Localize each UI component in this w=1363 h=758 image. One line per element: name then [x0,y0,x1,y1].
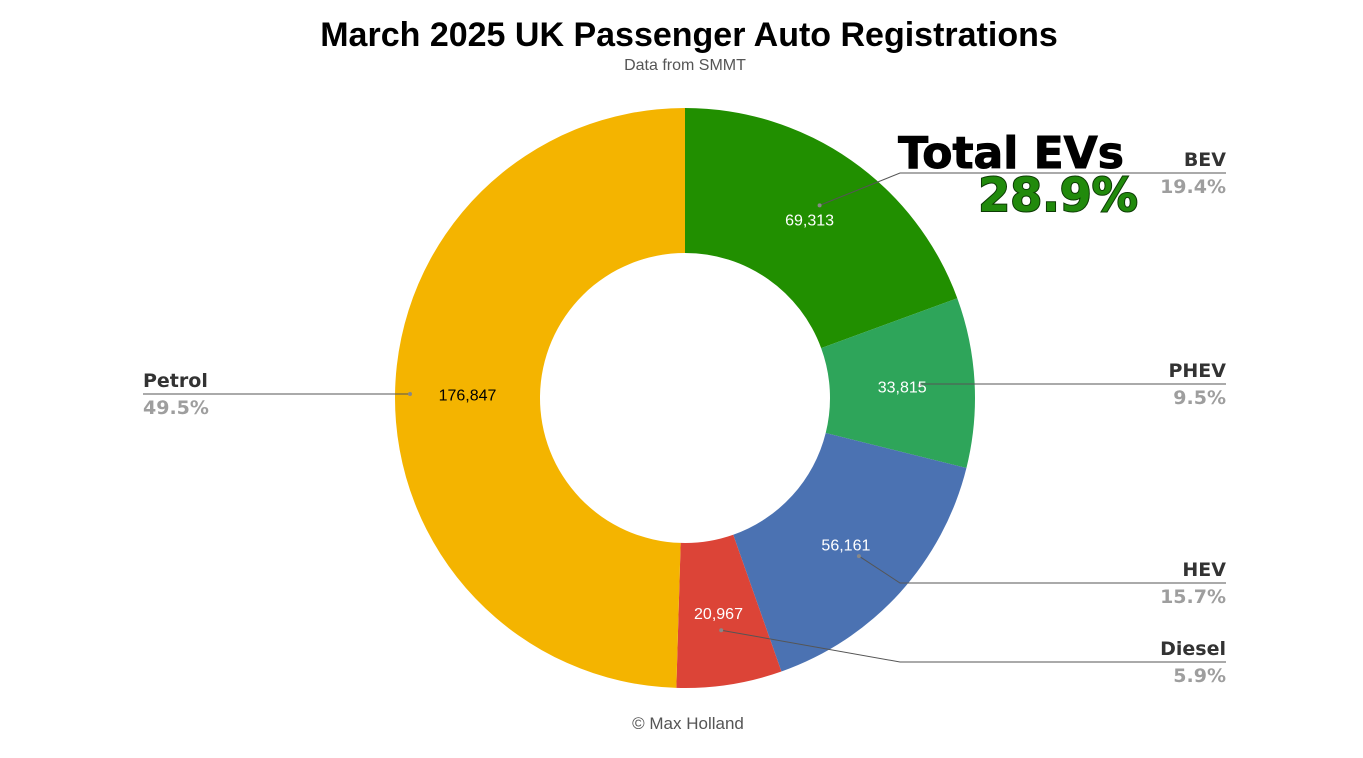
chart-title: March 2025 UK Passenger Auto Registratio… [320,16,1058,54]
legend-percent-hev: 15.7% [1160,586,1226,608]
leader-line-hev [858,555,1226,584]
slice-value-hev: 56,161 [821,537,870,554]
slice-value-labels: 69,313 33,815 56,161 20,967 176,847 [439,213,927,623]
leader-dot-diesel [719,628,724,633]
slice-value-diesel: 20,967 [694,606,743,623]
legend-percent-petrol: 49.5% [143,397,209,419]
slice-legend-labels: BEV 19.4% PHEV 9.5% HEV 15.7% Diesel 5.9% Petrol… [143,149,1226,687]
legend-percent-bev: 19.4% [1160,176,1226,198]
leader-line-diesel [721,629,1226,663]
leader-dot-phev [917,383,922,388]
leader-line-bev [819,172,1226,206]
legend-name-bev: BEV [1184,149,1226,171]
legend-name-hev: HEV [1182,559,1226,581]
credit-text: © Max Holland [632,714,744,733]
slice-bev [685,108,958,349]
legend-percent-diesel: 5.9% [1173,665,1226,687]
slice-diesel [676,534,782,688]
legend-name-diesel: Diesel [1160,638,1226,660]
leader-dot-bev [817,203,822,208]
total-evs-value: 28.9% [978,168,1138,222]
slice-value-phev: 33,815 [878,379,927,396]
legend-percent-phev: 9.5% [1173,387,1226,409]
legend-name-petrol: Petrol [143,370,208,392]
leader-dot-hev [856,554,861,559]
slice-hev [733,432,967,672]
slice-value-bev: 69,313 [785,213,834,230]
legend-name-phev: PHEV [1168,360,1226,382]
slice-phev [821,298,975,468]
slice-petrol [395,108,685,688]
leader-lines [143,172,1226,663]
donut-slices [395,108,975,688]
leader-dot-petrol [408,392,412,396]
slice-value-petrol: 176,847 [439,388,497,405]
total-evs-title: Total EVs [898,128,1124,179]
chart-subtitle: Data from SMMT [624,57,746,74]
